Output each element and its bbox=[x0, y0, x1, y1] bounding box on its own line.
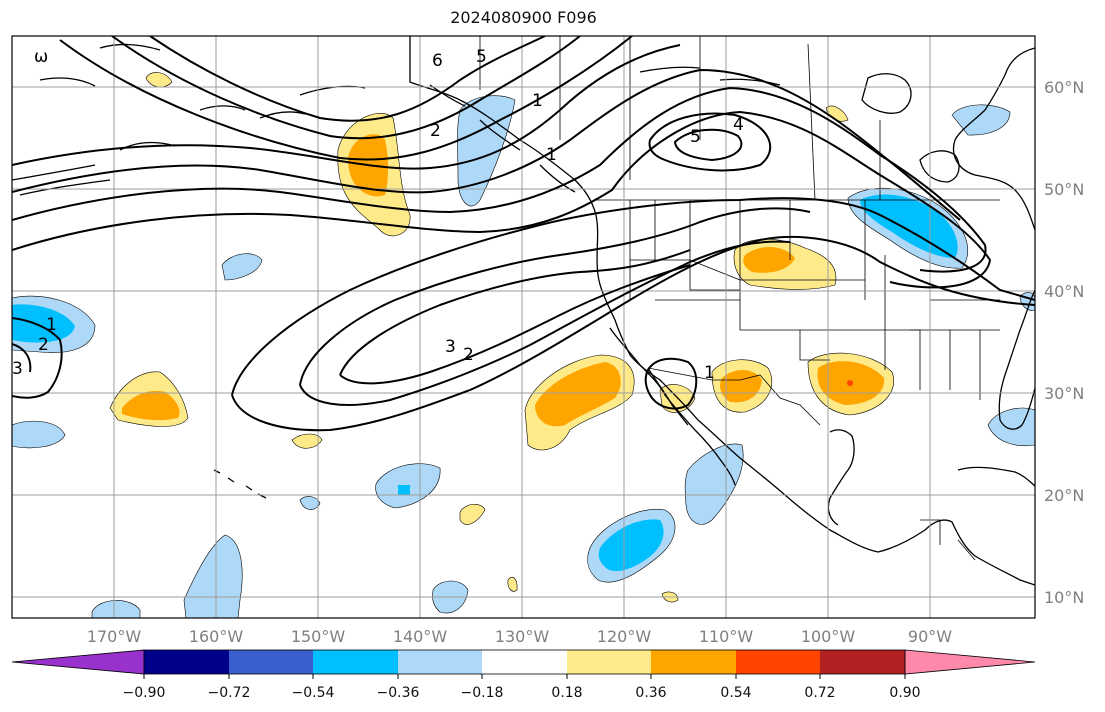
contour-label: 1 bbox=[704, 363, 715, 383]
contour-label: 5 bbox=[690, 127, 701, 147]
contour-lines bbox=[12, 36, 1035, 432]
contour-label: ω bbox=[34, 47, 48, 67]
contour-label: 1 bbox=[46, 315, 57, 335]
political-borders bbox=[409, 36, 1000, 561]
colorbar-tick-label: −0.18 bbox=[461, 685, 504, 701]
gridlines bbox=[12, 36, 1035, 618]
lon-label: 90°W bbox=[908, 627, 952, 646]
contour-label: 3 bbox=[12, 359, 23, 379]
lat-label: 20°N bbox=[1044, 486, 1084, 505]
colorbar-segment bbox=[398, 650, 482, 674]
contour-label: 6 bbox=[432, 51, 443, 71]
colorbar-extend-low bbox=[11, 649, 145, 675]
map-frame bbox=[11, 35, 1036, 619]
map-area: 6 5 1 2 5 4 1 3 2 1 2 3 1 ω bbox=[12, 36, 1035, 618]
lat-label: 40°N bbox=[1044, 282, 1084, 301]
colorbar-segment bbox=[313, 650, 398, 674]
colorbar-tick-label: 0.90 bbox=[889, 685, 920, 701]
contour-label: 2 bbox=[430, 121, 441, 141]
colorbar-tick-label: −0.90 bbox=[123, 685, 166, 701]
colorbar-segment bbox=[651, 650, 736, 674]
colorbar-segment bbox=[736, 650, 820, 674]
lon-label: 140°W bbox=[393, 627, 448, 646]
latitude-labels: 60°N 50°N 40°N 30°N 20°N 10°N bbox=[1044, 78, 1084, 607]
contour-label: 5 bbox=[476, 47, 487, 67]
lat-label: 60°N bbox=[1044, 78, 1084, 97]
contour-label: 2 bbox=[38, 335, 49, 355]
contour-label: 3 bbox=[445, 337, 456, 357]
contour-label: 2 bbox=[463, 345, 474, 365]
colorbar-extend-high bbox=[904, 649, 1036, 675]
contour-label: 1 bbox=[546, 145, 557, 165]
lon-label: 160°W bbox=[189, 627, 244, 646]
colorbar-segment bbox=[229, 650, 313, 674]
colorbar-tick-label: 0.72 bbox=[804, 685, 835, 701]
lon-label: 120°W bbox=[597, 627, 652, 646]
colorbar-tick-label: 0.18 bbox=[551, 685, 582, 701]
lat-label: 50°N bbox=[1044, 180, 1084, 199]
shaded-anomalies bbox=[12, 72, 1035, 618]
colorbar-segment bbox=[144, 650, 229, 674]
longitude-labels: 170°W 160°W 150°W 140°W 130°W 120°W 110°… bbox=[87, 627, 952, 646]
colorbar-tick-label: −0.36 bbox=[377, 685, 420, 701]
colorbar-tick-label: −0.72 bbox=[208, 685, 251, 701]
lat-label: 30°N bbox=[1044, 384, 1084, 403]
colorbar-segment bbox=[820, 650, 905, 674]
lon-label: 130°W bbox=[495, 627, 550, 646]
contour-label: 1 bbox=[532, 91, 543, 111]
colorbar-tick-label: −0.54 bbox=[292, 685, 335, 701]
colorbar-segment bbox=[482, 650, 567, 674]
colorbar-tick-label: 0.54 bbox=[720, 685, 751, 701]
colorbar-segment bbox=[567, 650, 651, 674]
contour-label: 4 bbox=[733, 115, 744, 135]
map-title: 2024080900 F096 bbox=[450, 8, 597, 27]
lon-label: 100°W bbox=[801, 627, 856, 646]
colorbar: −0.90 −0.72 −0.54 −0.36 −0.18 0.18 0.36 … bbox=[11, 649, 1036, 701]
colorbar-tick-label: 0.36 bbox=[635, 685, 666, 701]
lon-label: 110°W bbox=[699, 627, 754, 646]
contour-value-labels: 6 5 1 2 5 4 1 3 2 1 2 3 1 ω bbox=[12, 47, 744, 383]
lon-label: 150°W bbox=[291, 627, 346, 646]
lat-label: 10°N bbox=[1044, 588, 1084, 607]
lon-label: 170°W bbox=[87, 627, 142, 646]
